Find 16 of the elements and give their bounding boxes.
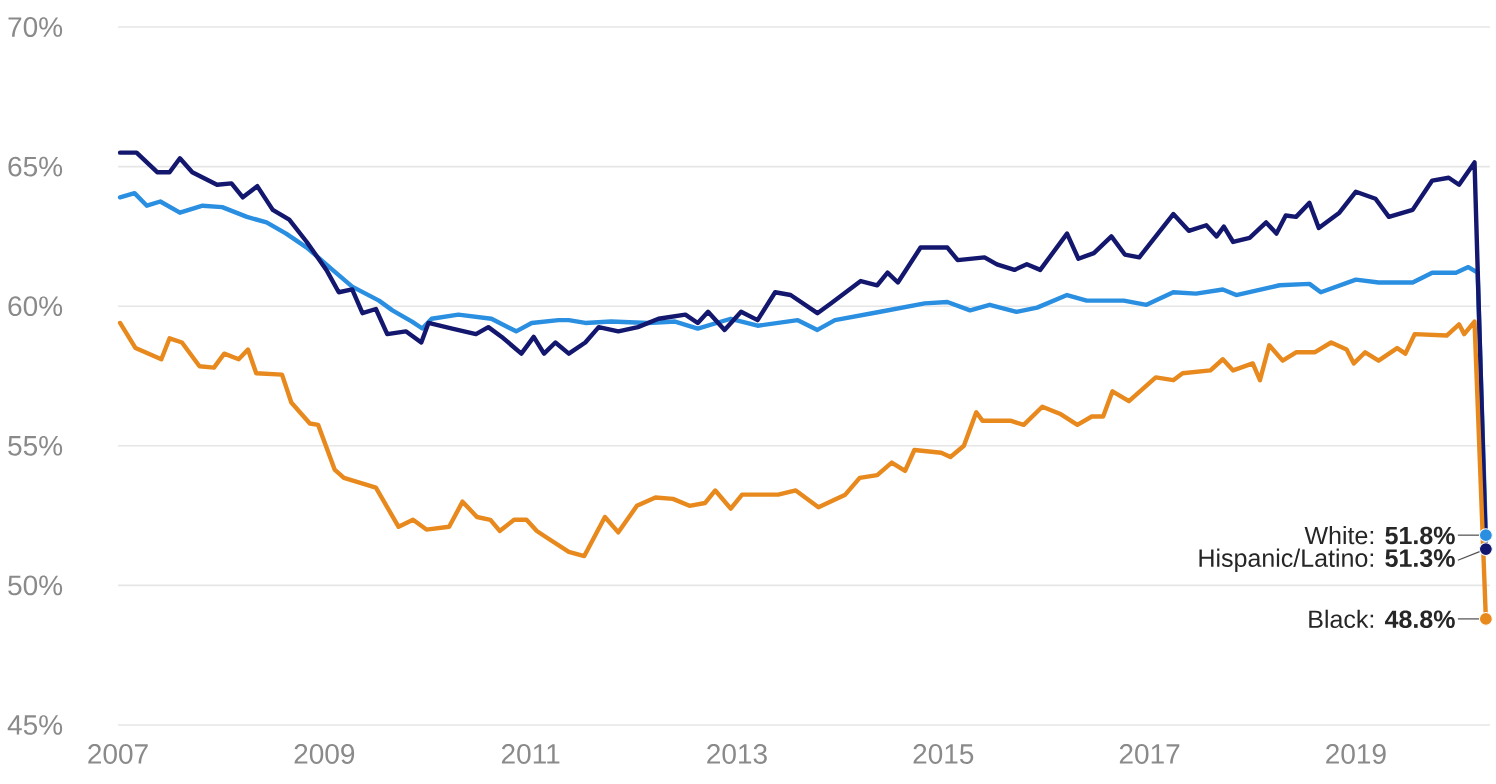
y-tick-label: 60%	[8, 296, 63, 317]
y-tick-label: 50%	[8, 575, 63, 596]
y-tick-label: 65%	[8, 156, 63, 177]
x-tick-label: 2013	[707, 744, 767, 764]
y-tick-label: 55%	[8, 435, 63, 456]
x-tick-label: 2007	[88, 744, 148, 764]
x-tick-label: 2015	[913, 744, 974, 764]
y-tick-label: 70%	[8, 17, 63, 37]
x-tick-label: 2017	[1119, 744, 1180, 764]
x-tick-label: 2009	[294, 744, 355, 764]
x-tick-label: 2019	[1326, 744, 1386, 764]
y-tick-label: 45%	[7, 715, 63, 735]
annotation: Hispanic/Latino: 51.3%	[1199, 548, 1455, 572]
annotation: Black: 48.8%	[1309, 609, 1455, 629]
annotation: White: 51.8%	[1304, 525, 1455, 545]
x-tick-label: 2011	[501, 744, 560, 764]
